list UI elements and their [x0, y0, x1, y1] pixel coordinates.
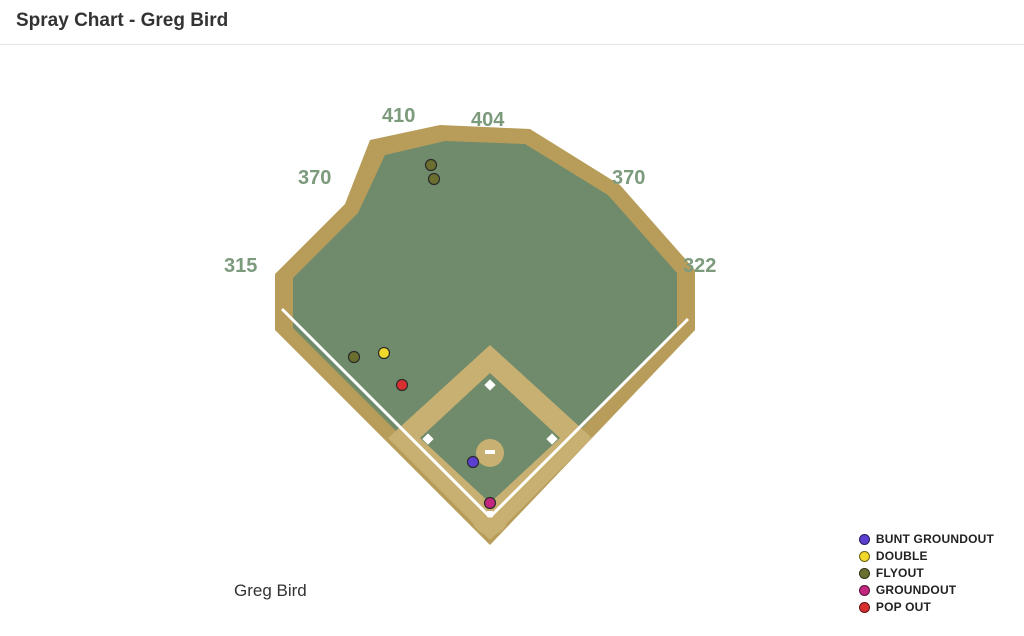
player-name-label: Greg Bird [234, 581, 307, 601]
legend-dot-icon [859, 602, 870, 613]
distance-label: 315 [224, 255, 257, 278]
hit-marker[interactable] [379, 348, 390, 359]
distance-label: 370 [298, 167, 331, 190]
hit-marker[interactable] [485, 498, 496, 509]
distance-label: 410 [382, 105, 415, 128]
chart-area: 410 404 370 370 315 322 Greg Bird BUNT GROUND… [0, 45, 1024, 635]
chart-title: Spray Chart - Greg Bird [16, 10, 1008, 32]
legend-label: DOUBLE [876, 549, 928, 563]
distance-label: 322 [683, 255, 716, 278]
legend-item: DOUBLE [859, 549, 994, 563]
legend-item: GROUNDOUT [859, 583, 994, 597]
hit-marker[interactable] [349, 352, 360, 363]
legend-dot-icon [859, 585, 870, 596]
pitchers-rubber [485, 450, 495, 454]
legend-dot-icon [859, 568, 870, 579]
legend-dot-icon [859, 534, 870, 545]
legend-label: FLYOUT [876, 566, 924, 580]
hit-marker[interactable] [429, 174, 440, 185]
hit-marker[interactable] [468, 457, 479, 468]
legend-label: BUNT GROUNDOUT [876, 532, 994, 546]
spray-chart-container: Spray Chart - Greg Bird [0, 0, 1024, 636]
title-bar: Spray Chart - Greg Bird [0, 0, 1024, 45]
legend-item: FLYOUT [859, 566, 994, 580]
legend-item: POP OUT [859, 600, 994, 614]
distance-label: 404 [471, 109, 504, 132]
legend-label: GROUNDOUT [876, 583, 956, 597]
hit-marker[interactable] [397, 380, 408, 391]
legend-item: BUNT GROUNDOUT [859, 532, 994, 546]
legend-label: POP OUT [876, 600, 931, 614]
hit-marker[interactable] [426, 160, 437, 171]
legend-dot-icon [859, 551, 870, 562]
distance-label: 370 [612, 167, 645, 190]
legend: BUNT GROUNDOUT DOUBLE FLYOUT GROUNDOUT POP O… [859, 529, 994, 617]
